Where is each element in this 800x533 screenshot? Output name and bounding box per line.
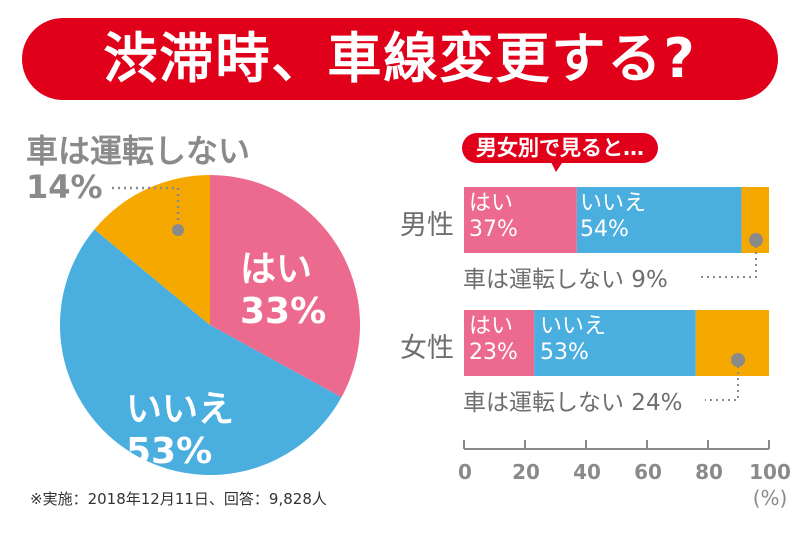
leader-dot xyxy=(172,224,184,236)
leader-line xyxy=(112,186,180,226)
bubble-tail xyxy=(550,160,564,172)
category-female: 女性 xyxy=(400,333,454,364)
pie-label-none: 車は運転しない xyxy=(26,132,251,170)
pie-pct-yes: 33% xyxy=(240,291,327,332)
female-none-dot xyxy=(731,353,745,367)
bar-female-yes xyxy=(464,310,535,376)
female-yes-label: はい xyxy=(469,314,514,339)
title-banner: 渋滞時、車線変更する? xyxy=(22,18,778,100)
gender-bubble: 男女別で見ると… xyxy=(462,133,658,163)
pie-pct-no: 53% xyxy=(126,431,213,472)
male-no-pct: 54% xyxy=(580,217,629,242)
pie-slice-none xyxy=(94,175,210,325)
bar-male-yes xyxy=(464,187,577,253)
male-none-leader xyxy=(698,240,757,278)
x-tick: 20 xyxy=(512,460,540,484)
male-yes-pct: 37% xyxy=(469,217,518,242)
male-yes-label: はい xyxy=(469,191,514,216)
footnote: ※実施：2018年12月11日、回答：9,828人 xyxy=(30,490,327,508)
x-tick: 80 xyxy=(695,460,723,484)
pie-label-no: いいえ xyxy=(126,389,235,430)
x-tick: 60 xyxy=(634,460,662,484)
female-no-label: いいえ xyxy=(540,314,607,339)
bar-female-none xyxy=(695,310,769,376)
bar-female-no xyxy=(534,310,696,376)
pie-pct-none: 14% xyxy=(26,168,103,206)
male-none-label: 車は運転しない 9% xyxy=(463,267,668,293)
bar-male-no xyxy=(576,187,742,253)
category-male: 男性 xyxy=(400,210,454,241)
pie-slice-yes xyxy=(210,175,361,398)
x-tick: 40 xyxy=(573,460,601,484)
female-none-leader xyxy=(705,360,739,401)
female-none-label: 車は運転しない 24% xyxy=(463,390,683,416)
x-tick: 100 xyxy=(749,460,791,484)
male-none-dot xyxy=(749,233,763,247)
male-no-label: いいえ xyxy=(580,191,647,216)
female-no-pct: 53% xyxy=(540,340,589,365)
x-axis-unit: (%) xyxy=(752,486,788,510)
pie-slice-no xyxy=(60,229,342,475)
x-tick: 0 xyxy=(458,460,472,484)
female-yes-pct: 23% xyxy=(469,340,518,365)
pie-label-yes: はい xyxy=(240,249,313,290)
